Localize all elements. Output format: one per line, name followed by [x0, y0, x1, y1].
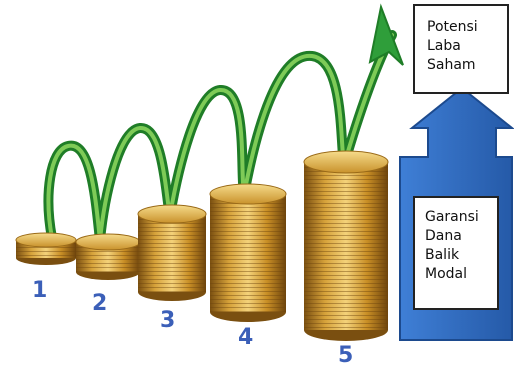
coin-stack-top: [303, 150, 389, 174]
top-box-line-3: Saham: [427, 57, 476, 73]
step-number-1: 1: [32, 278, 48, 303]
step-number-5: 5: [338, 343, 354, 368]
bottom-box-line-1: Garansi: [425, 209, 479, 225]
bottom-box-line-2: Dana: [425, 228, 462, 244]
bottom-box-line-3: Balik: [425, 247, 460, 263]
step-number-3: 3: [160, 308, 176, 333]
coin-stack-ridges: [138, 214, 206, 292]
top-box-line-2: Laba: [427, 38, 461, 54]
coin-stack-top: [209, 183, 287, 205]
coin-stack-top: [15, 232, 77, 248]
top-box-line-1: Potensi: [427, 19, 478, 35]
profit-potential-box: Potensi Laba Saham: [413, 4, 509, 94]
growth-arrow-icon: [43, 3, 404, 245]
coin-stack-top: [75, 233, 141, 251]
coin-stack-icon: [15, 232, 77, 265]
coin-stack-ridges: [304, 162, 388, 330]
coin-stack-icon: [137, 204, 207, 301]
coin-stack-top: [137, 204, 207, 224]
bottom-box-line-4: Modal: [425, 266, 467, 282]
coin-stack-ridges: [210, 194, 286, 312]
coin-stacks: [15, 150, 389, 341]
coin-stack-icon: [209, 183, 287, 322]
coin-stack-icon: [303, 150, 389, 341]
capital-guarantee-box: Garansi Dana Balik Modal: [413, 196, 499, 310]
step-number-4: 4: [238, 325, 254, 350]
coin-stack-icon: [75, 233, 141, 280]
step-number-2: 2: [92, 291, 108, 316]
